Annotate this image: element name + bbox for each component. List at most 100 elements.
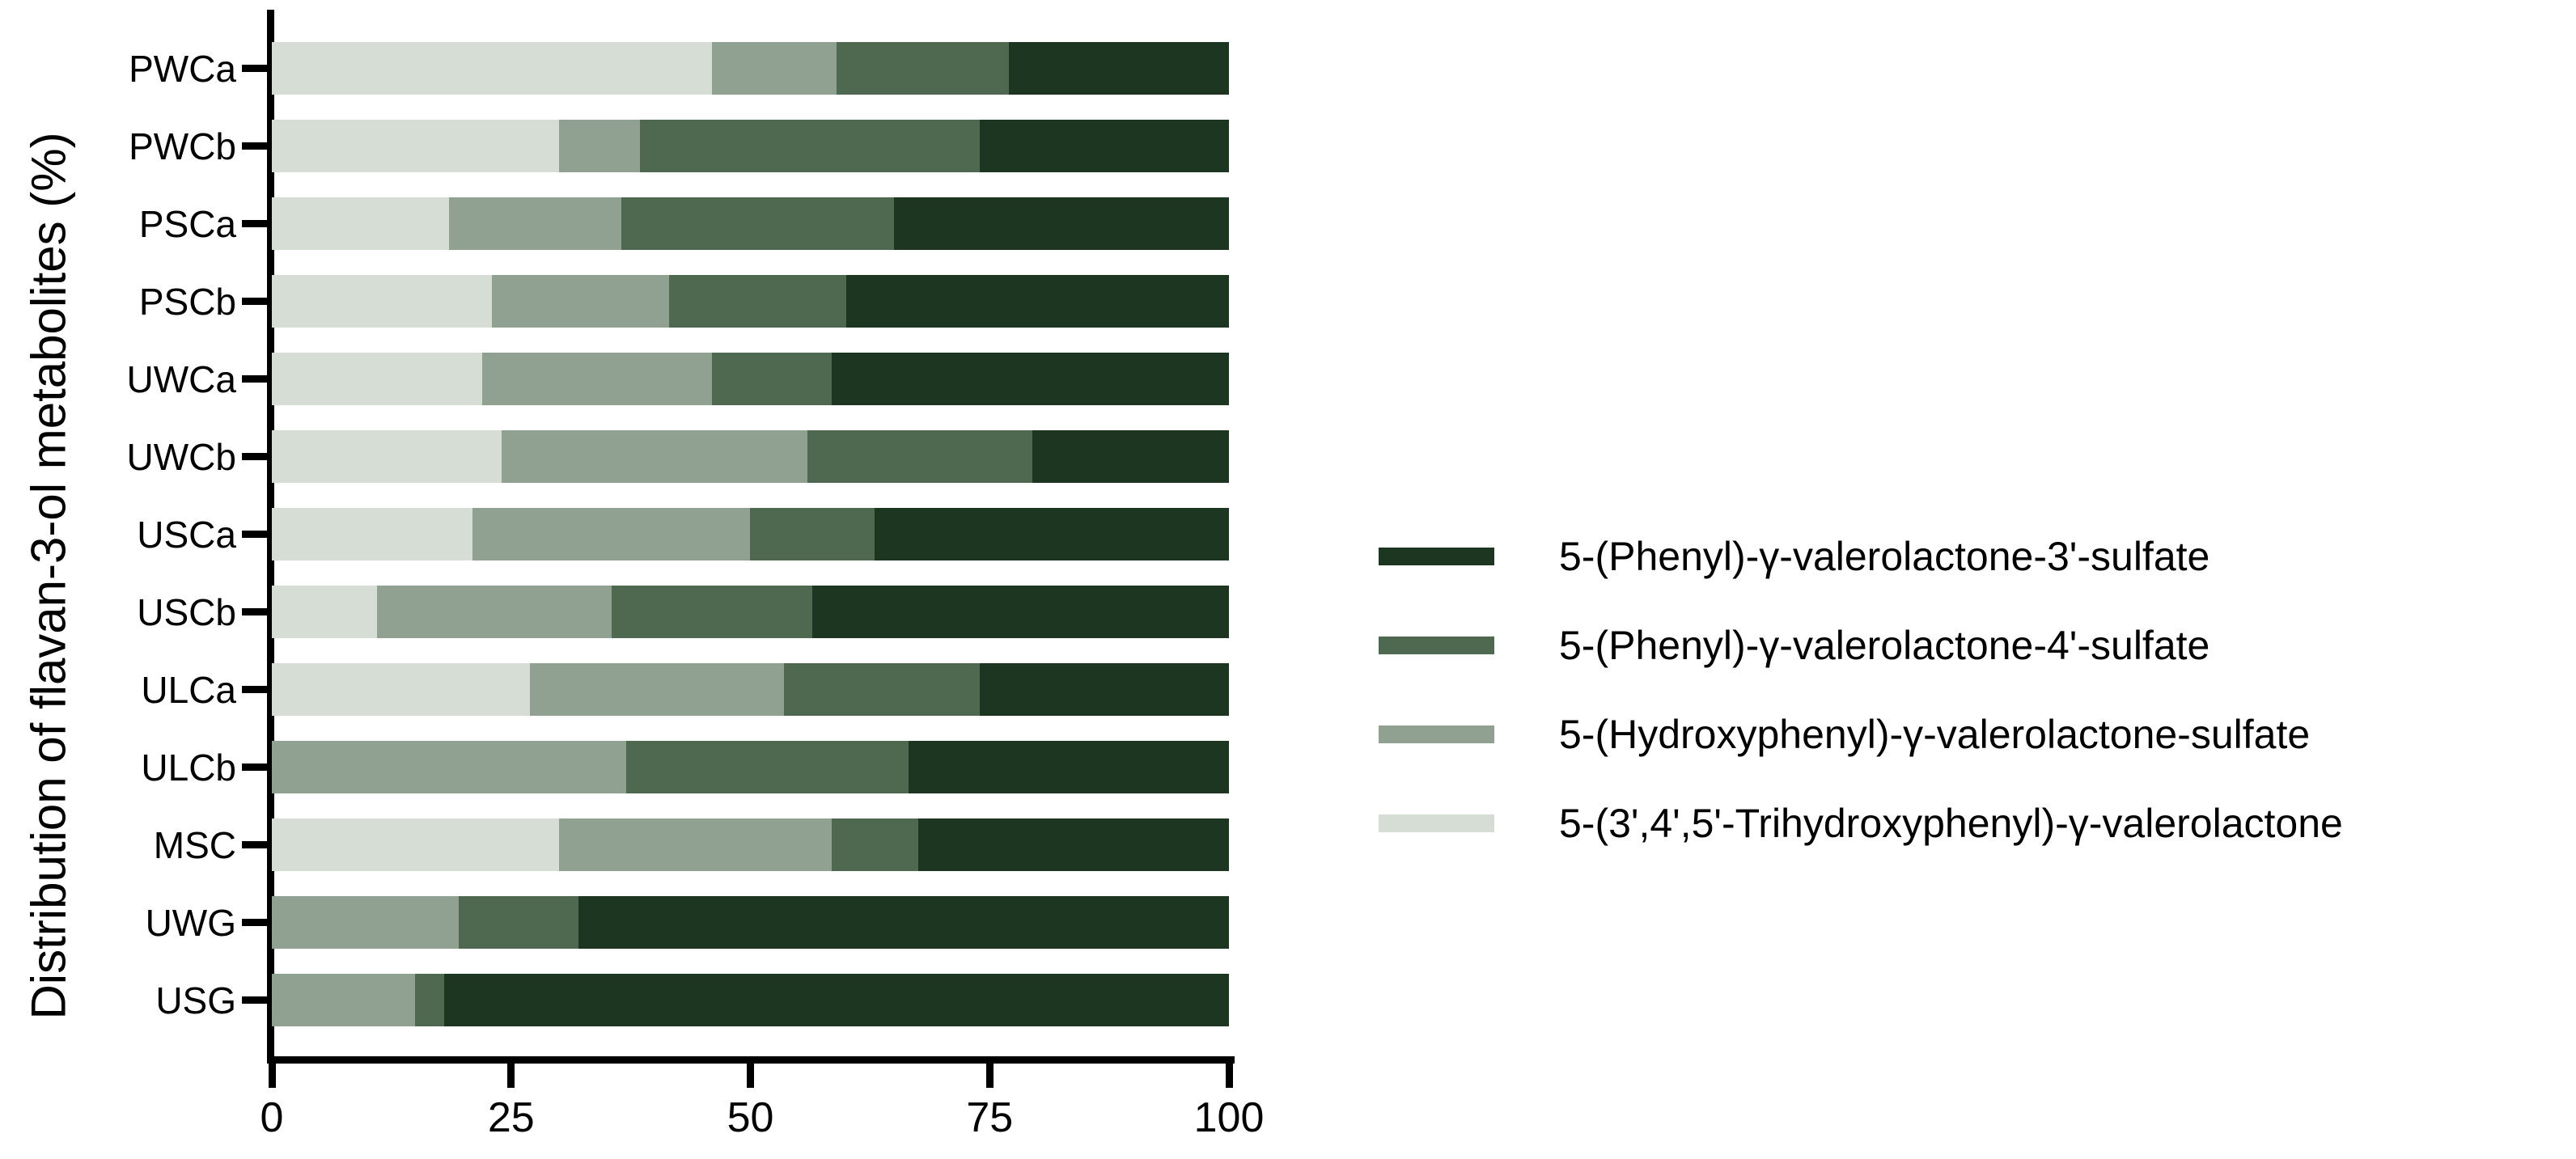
bar-ULCb <box>272 741 1229 793</box>
bar-segment <box>640 120 981 172</box>
bar-segment <box>917 818 1229 871</box>
bar-segment <box>1032 430 1229 483</box>
bar-segment <box>980 120 1229 172</box>
bar-segment <box>272 741 626 793</box>
category-label-MSC: MSC <box>153 823 236 866</box>
category-tick <box>242 375 272 383</box>
legend-label: 5-(Phenyl)-γ-valerolactone-3'-sulfate <box>1559 534 2210 579</box>
bar-segment <box>558 818 833 871</box>
bar-segment <box>812 586 1229 638</box>
bar-UWCa <box>272 353 1229 405</box>
bar-segment <box>492 275 669 328</box>
bar-segment <box>875 508 1229 560</box>
bar-segment <box>415 974 444 1026</box>
bar-segment <box>832 818 918 871</box>
x-axis-tick-label: 100 <box>1193 1094 1265 1141</box>
bar-segment <box>712 353 833 405</box>
bar-segment <box>1008 42 1229 95</box>
bar-PWCb <box>272 120 1229 172</box>
category-tick <box>242 686 272 693</box>
bar-ULCa <box>272 663 1229 716</box>
category-tick <box>242 142 272 150</box>
bar-segment <box>558 120 641 172</box>
category-tick <box>242 531 272 538</box>
category-tick <box>242 919 272 926</box>
category-label-PSCa: PSCa <box>138 202 236 245</box>
bar-segment <box>458 896 578 949</box>
x-axis-tick <box>747 1064 754 1088</box>
bar-UWCb <box>272 430 1229 483</box>
bar-segment <box>272 663 531 716</box>
bar-segment <box>621 197 894 250</box>
legend-label: 5-(Hydroxyphenyl)-γ-valerolactone-sulfat… <box>1559 712 2311 757</box>
category-label-UWG: UWG <box>145 901 236 944</box>
legend-swatch <box>1379 814 1494 832</box>
legend-item: 5-(Hydroxyphenyl)-γ-valerolactone-sulfat… <box>1379 690 2343 779</box>
bar-PSCa <box>272 197 1229 250</box>
legend-label: 5-(3',4',5'-Trihydroxyphenyl)-γ-valerola… <box>1559 801 2343 846</box>
bar-segment <box>272 275 493 328</box>
bar-PSCb <box>272 275 1229 328</box>
x-axis-tick <box>1225 1064 1233 1088</box>
bar-segment <box>482 353 713 405</box>
category-tick <box>242 298 272 305</box>
x-axis-tick-label: 25 <box>487 1094 535 1141</box>
category-tick <box>242 996 272 1004</box>
category-tick <box>242 764 272 771</box>
bar-segment <box>712 42 837 95</box>
bar-segment <box>908 741 1229 793</box>
x-axis-tick-label: 50 <box>727 1094 774 1141</box>
bar-segment <box>783 663 981 716</box>
bar-segment <box>272 42 713 95</box>
bar-segment <box>893 197 1229 250</box>
category-label-USCb: USCb <box>137 590 236 633</box>
bar-segment <box>832 353 1229 405</box>
legend-swatch <box>1379 637 1494 654</box>
bar-segment <box>807 430 1033 483</box>
bar-segment <box>272 896 459 949</box>
x-axis-tick <box>268 1064 276 1088</box>
category-tick <box>242 453 272 460</box>
bar-MSC <box>272 818 1229 871</box>
bar-segment <box>272 430 502 483</box>
category-tick <box>242 65 272 72</box>
x-axis-line <box>267 1056 1235 1064</box>
bar-segment <box>443 974 1229 1026</box>
bar-segment <box>750 508 875 560</box>
legend: 5-(Phenyl)-γ-valerolactone-3'-sulfate 5-(… <box>1379 512 2343 868</box>
category-label-PSCb: PSCb <box>138 280 236 323</box>
bar-segment <box>272 508 473 560</box>
bar-segment <box>578 896 1229 949</box>
category-tick <box>242 220 272 227</box>
category-label-USCa: USCa <box>137 513 236 556</box>
bar-segment <box>530 663 784 716</box>
bar-segment <box>980 663 1229 716</box>
bar-segment <box>272 197 449 250</box>
bar-USG <box>272 974 1229 1026</box>
category-label-USG: USG <box>155 979 236 1022</box>
category-label-PWCb: PWCb <box>129 125 236 167</box>
legend-label: 5-(Phenyl)-γ-valerolactone-4'-sulfate <box>1559 623 2210 668</box>
bar-USCb <box>272 586 1229 638</box>
bar-USCa <box>272 508 1229 560</box>
bar-segment <box>272 120 559 172</box>
legend-swatch <box>1379 725 1494 743</box>
legend-item: 5-(Phenyl)-γ-valerolactone-4'-sulfate <box>1379 601 2343 690</box>
bar-segment <box>377 586 612 638</box>
y-axis-title: Distribution of flavan-3-ol metabolites … <box>21 132 76 1020</box>
bar-segment <box>272 818 559 871</box>
bar-PWCa <box>272 42 1229 95</box>
category-label-UWCa: UWCa <box>126 357 236 400</box>
x-axis-tick-label: 75 <box>966 1094 1014 1141</box>
category-label-UWCb: UWCb <box>126 435 236 478</box>
category-label-PWCa: PWCa <box>129 47 236 90</box>
legend-swatch <box>1379 548 1494 565</box>
category-label-ULCa: ULCa <box>141 668 236 711</box>
x-axis-tick-label: 0 <box>260 1094 284 1141</box>
bar-segment <box>668 275 846 328</box>
bar-segment <box>272 974 416 1026</box>
bar-segment <box>625 741 909 793</box>
bar-UWG <box>272 896 1229 949</box>
legend-item: 5-(3',4',5'-Trihydroxyphenyl)-γ-valerola… <box>1379 779 2343 868</box>
category-tick <box>242 841 272 848</box>
